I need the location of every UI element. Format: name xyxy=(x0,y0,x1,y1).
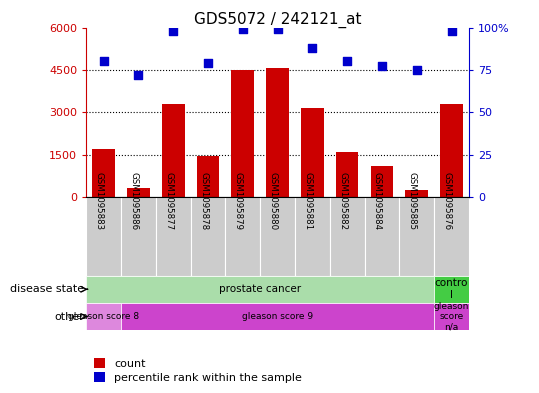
Bar xyxy=(92,149,115,197)
Bar xyxy=(121,303,434,330)
Bar xyxy=(434,197,469,275)
Point xyxy=(238,26,247,32)
Bar xyxy=(399,197,434,275)
Text: contro
l: contro l xyxy=(435,279,468,300)
Point xyxy=(343,58,351,64)
Text: other: other xyxy=(55,312,85,321)
Point xyxy=(273,26,282,32)
Bar xyxy=(434,303,469,330)
Bar xyxy=(371,166,393,197)
Point xyxy=(412,67,421,73)
Bar xyxy=(266,68,289,197)
Bar xyxy=(121,197,156,275)
Text: GSM1095876: GSM1095876 xyxy=(443,172,452,230)
Bar xyxy=(434,275,469,303)
Text: GSM1095885: GSM1095885 xyxy=(407,172,417,230)
Bar xyxy=(231,70,254,197)
Text: GSM1095878: GSM1095878 xyxy=(199,172,208,230)
Bar xyxy=(330,197,364,275)
Text: GSM1095883: GSM1095883 xyxy=(95,172,103,230)
Bar xyxy=(86,303,121,330)
Point xyxy=(308,45,317,51)
Bar xyxy=(162,104,184,197)
Point xyxy=(99,58,108,64)
Bar xyxy=(197,156,219,197)
Text: prostate cancer: prostate cancer xyxy=(219,284,301,294)
Title: GDS5072 / 242121_at: GDS5072 / 242121_at xyxy=(194,11,361,28)
Text: GSM1095886: GSM1095886 xyxy=(129,172,139,230)
Point xyxy=(204,60,212,66)
Bar xyxy=(301,108,324,197)
Point xyxy=(378,63,386,70)
Text: GSM1095879: GSM1095879 xyxy=(234,172,243,230)
Legend: count, percentile rank within the sample: count, percentile rank within the sample xyxy=(92,356,304,386)
Text: gleason
score
n/a: gleason score n/a xyxy=(434,301,469,331)
Bar xyxy=(191,197,225,275)
Bar xyxy=(260,197,295,275)
Point xyxy=(169,28,177,34)
Text: GSM1095881: GSM1095881 xyxy=(303,172,313,230)
Bar xyxy=(86,197,121,275)
Bar xyxy=(156,197,191,275)
Text: disease state: disease state xyxy=(10,284,85,294)
Point xyxy=(447,28,456,34)
Text: GSM1095880: GSM1095880 xyxy=(268,172,278,230)
Text: gleason score 9: gleason score 9 xyxy=(242,312,313,321)
Text: gleason score 8: gleason score 8 xyxy=(68,312,139,321)
Bar xyxy=(225,197,260,275)
Bar xyxy=(336,152,358,197)
Bar xyxy=(127,189,150,197)
Text: GSM1095884: GSM1095884 xyxy=(373,172,382,230)
Text: GSM1095882: GSM1095882 xyxy=(338,172,347,230)
Bar xyxy=(295,197,330,275)
Bar xyxy=(405,190,428,197)
Text: GSM1095877: GSM1095877 xyxy=(164,172,173,230)
Bar xyxy=(364,197,399,275)
Point xyxy=(134,72,143,78)
Bar xyxy=(440,104,463,197)
